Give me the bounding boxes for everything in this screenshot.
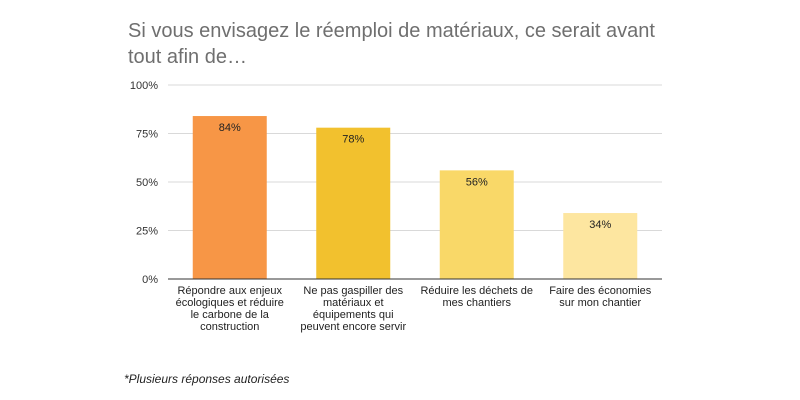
- y-tick-label: 100%: [130, 80, 158, 92]
- y-tick-label: 0%: [142, 274, 158, 286]
- chart-title: Si vous envisagez le réemploi de matéria…: [128, 20, 655, 68]
- bar: [316, 127, 391, 280]
- category-label: Faire des économies sur mon chantier: [549, 285, 652, 309]
- y-tick-label: 25%: [136, 226, 158, 238]
- bar-value-label: 34%: [589, 219, 611, 231]
- data-labels: 84% 78% 56% 34%: [219, 122, 612, 231]
- footnote: *Plusieurs réponses autorisées: [124, 372, 290, 386]
- bars: [192, 116, 638, 280]
- bar-value-label: 78%: [342, 134, 364, 146]
- y-axis-tick-labels: 0% 25% 50% 75% 100%: [130, 80, 158, 286]
- category-label: Répondre aux enjeux écologiques et rédui…: [175, 285, 284, 333]
- y-tick-label: 75%: [136, 129, 158, 141]
- bar: [192, 116, 267, 279]
- bar: [439, 170, 514, 279]
- y-tick-label: 50%: [136, 177, 158, 189]
- bar-value-label: 56%: [466, 176, 488, 188]
- category-label: Ne pas gaspiller des matériaux et équipe…: [300, 285, 407, 333]
- category-label: Réduire les déchets de mes chantiers: [420, 285, 533, 309]
- bar-value-label: 84%: [219, 122, 241, 134]
- bar: [563, 213, 638, 279]
